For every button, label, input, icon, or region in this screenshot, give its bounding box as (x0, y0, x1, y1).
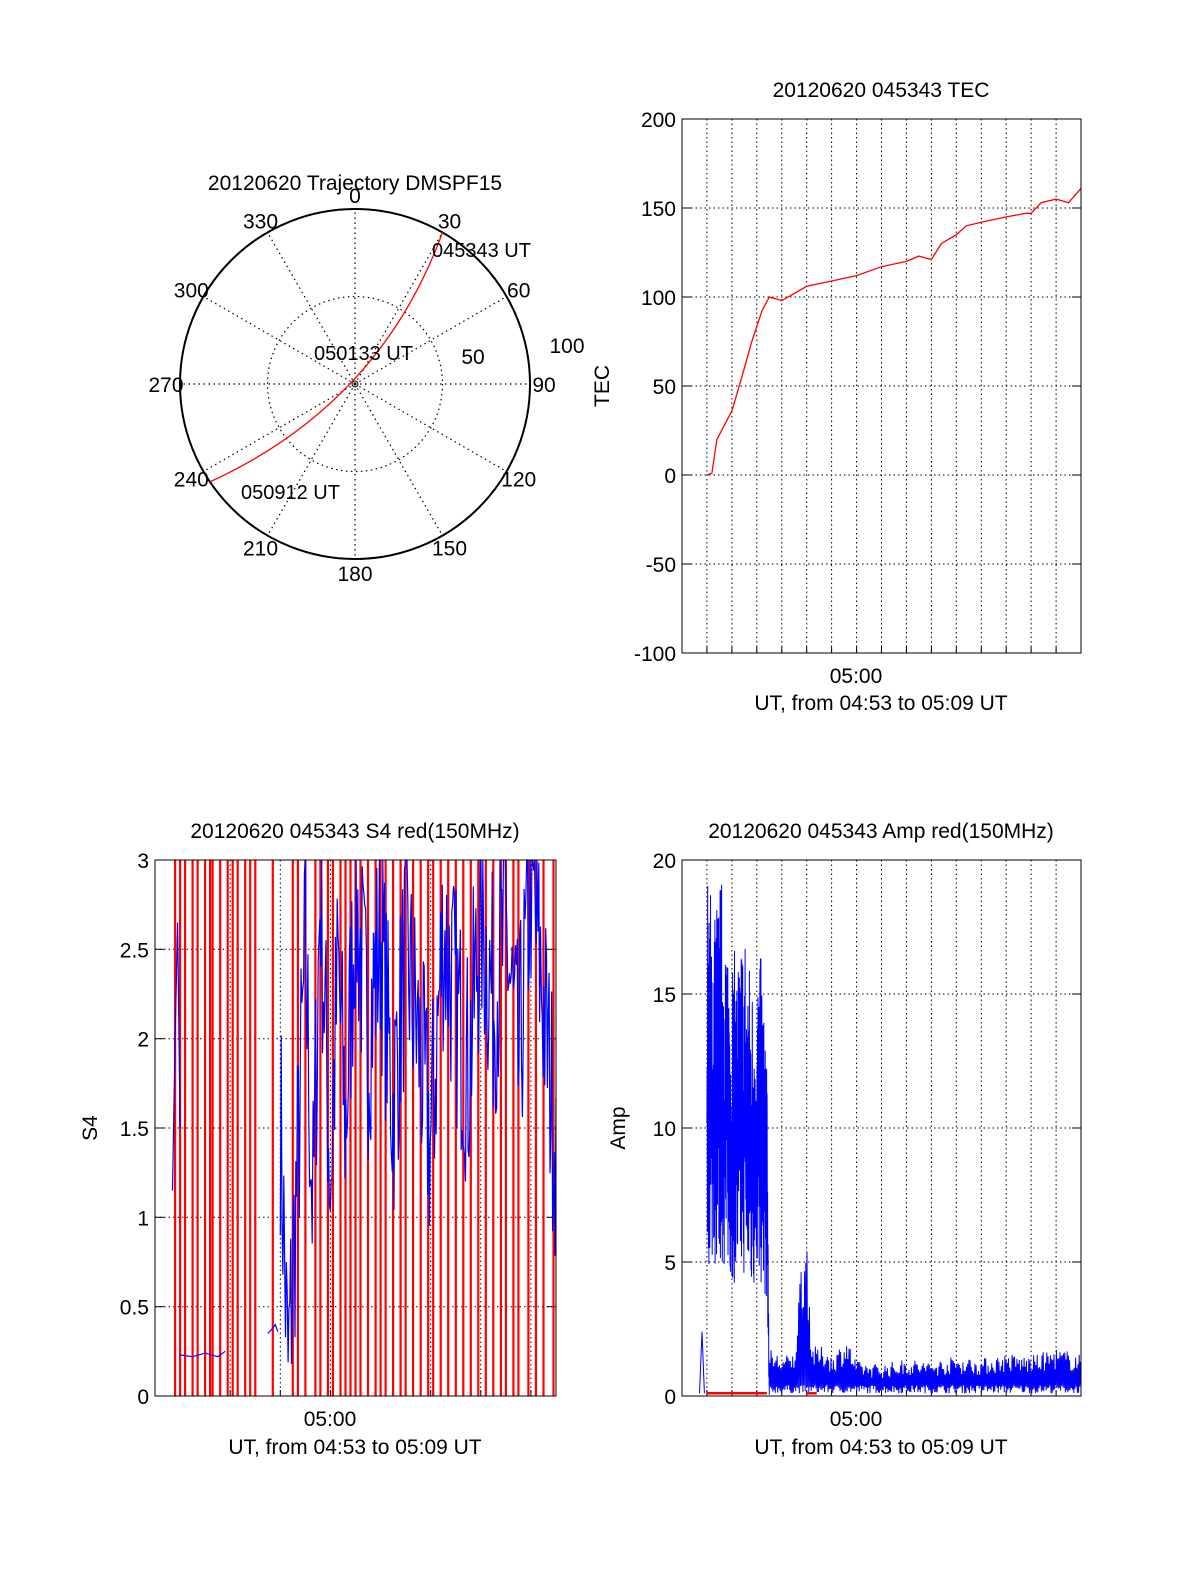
polar-spoke (354, 383, 444, 536)
polar-ring-50 (266, 295, 444, 473)
amp-blue-segment (699, 1331, 705, 1394)
polar-azimuth-label: 210 (243, 538, 278, 561)
y-tick-label: -100 (634, 643, 676, 666)
amp-title: 20120620 045343 Amp red(150MHz) (708, 820, 1054, 843)
amp-y-axis-label: Amp (607, 1106, 630, 1149)
y-tick-label: 0 (664, 1386, 676, 1409)
amp-panel: 20120620 045343 Amp red(150MHz) 0 5 10 15 20… (607, 820, 1082, 1459)
y-tick-label: 2.5 (120, 939, 149, 962)
tec-x-axis-label: UT, from 04:53 to 05:09 UT (754, 692, 1007, 715)
s4-y-ticks: 0 0.5 1 1.5 2 2.5 3 (120, 850, 556, 1409)
trajectory-mid-label: 050133 UT (314, 343, 413, 365)
s4-title: 20120620 045343 S4 red(150MHz) (190, 820, 519, 843)
polar-spoke (266, 383, 356, 536)
polar-trajectory-panel: 20120620 Trajectory DMSPF15 0 30 60 90 120 15… (148, 172, 584, 586)
y-tick-label: 5 (664, 1252, 676, 1275)
polar-spoke (354, 295, 507, 385)
y-tick-label: 1.5 (120, 1118, 149, 1141)
polar-azimuth-label: 30 (438, 210, 461, 233)
y-tick-label: -50 (646, 554, 676, 577)
y-tick-label: 0.5 (120, 1297, 149, 1320)
s4-blue-series (171, 859, 557, 1364)
polar-grid (180, 209, 530, 559)
tec-grid (682, 119, 1081, 653)
y-tick-label: 50 (653, 376, 676, 399)
s4-y-axis-label: S4 (79, 1115, 102, 1141)
s4-blue-segment (180, 1350, 226, 1358)
s4-blue-segment (171, 922, 181, 1191)
polar-azimuth-label: 240 (174, 469, 209, 492)
y-tick-label: 200 (641, 109, 676, 132)
s4-blue-segment (279, 859, 557, 1364)
polar-radial-label-50: 50 (461, 346, 484, 369)
polar-trajectory-line (209, 232, 444, 483)
trajectory-start-label: 045343 UT (432, 240, 531, 262)
amp-blue-segment (768, 1252, 1082, 1394)
polar-azimuth-label: 60 (507, 280, 530, 303)
tec-y-axis-label: TEC (591, 365, 614, 407)
tec-y-ticks: -100 -50 0 50 100 150 200 (634, 109, 1081, 666)
s4-x-tick-label: 05:00 (304, 1408, 357, 1431)
y-tick-label: 100 (641, 287, 676, 310)
y-tick-label: 0 (664, 465, 676, 488)
polar-azimuth-labels: 0 30 60 90 120 150 180 210 240 270 300 330 (148, 185, 555, 586)
polar-radial-label-100: 100 (549, 335, 584, 358)
s4-panel: 20120620 045343 S4 red(150MHz) 0 0.5 1 1.5 2… (79, 820, 557, 1459)
polar-azimuth-label: 180 (337, 563, 372, 586)
polar-azimuth-label: 90 (532, 374, 555, 397)
amp-y-ticks: 0 5 10 15 20 (653, 850, 1081, 1409)
y-tick-label: 1 (137, 1207, 149, 1230)
polar-spoke (203, 295, 356, 385)
polar-spoke (354, 383, 507, 473)
tec-title: 20120620 045343 TEC (773, 79, 990, 102)
polar-azimuth-label: 0 (349, 185, 361, 208)
polar-center (351, 380, 359, 388)
amp-series-lines (699, 884, 1082, 1395)
amp-x-axis-label: UT, from 04:53 to 05:09 UT (754, 1436, 1007, 1459)
amp-plot-frame (681, 859, 1082, 1397)
y-tick-label: 0 (137, 1386, 149, 1409)
y-tick-label: 15 (653, 984, 676, 1007)
tec-plot-frame (681, 118, 1082, 654)
s4-plot-frame (154, 859, 557, 1397)
y-tick-label: 10 (653, 1118, 676, 1141)
tec-series-line (706, 187, 1082, 476)
y-tick-label: 150 (641, 198, 676, 221)
polar-azimuth-label: 120 (501, 469, 536, 492)
amp-blue-segment (706, 884, 770, 1395)
tec-x-tick-label: 05:00 (830, 665, 883, 688)
trajectory-end-label: 050912 UT (241, 482, 340, 504)
y-tick-label: 2 (137, 1029, 149, 1052)
polar-azimuth-label: 150 (432, 538, 467, 561)
polar-title: 20120620 Trajectory DMSPF15 (208, 172, 502, 195)
polar-outer-circle (179, 208, 531, 560)
s4-red-spikes (174, 860, 555, 1396)
polar-spoke (266, 232, 356, 385)
s4-x-axis-label: UT, from 04:53 to 05:09 UT (228, 1436, 481, 1459)
s4-blue-segment (267, 1323, 279, 1334)
amp-x-tick-label: 05:00 (830, 1408, 883, 1431)
tec-panel: 20120620 045343 TEC -100-50050100150200 … (591, 79, 1082, 715)
polar-spoke (354, 232, 444, 385)
polar-azimuth-label: 300 (174, 280, 209, 303)
polar-spoke (203, 383, 356, 473)
polar-azimuth-label: 330 (243, 210, 278, 233)
y-tick-label: 20 (653, 850, 676, 873)
y-tick-label: 3 (137, 850, 149, 873)
polar-azimuth-label: 270 (148, 374, 183, 397)
